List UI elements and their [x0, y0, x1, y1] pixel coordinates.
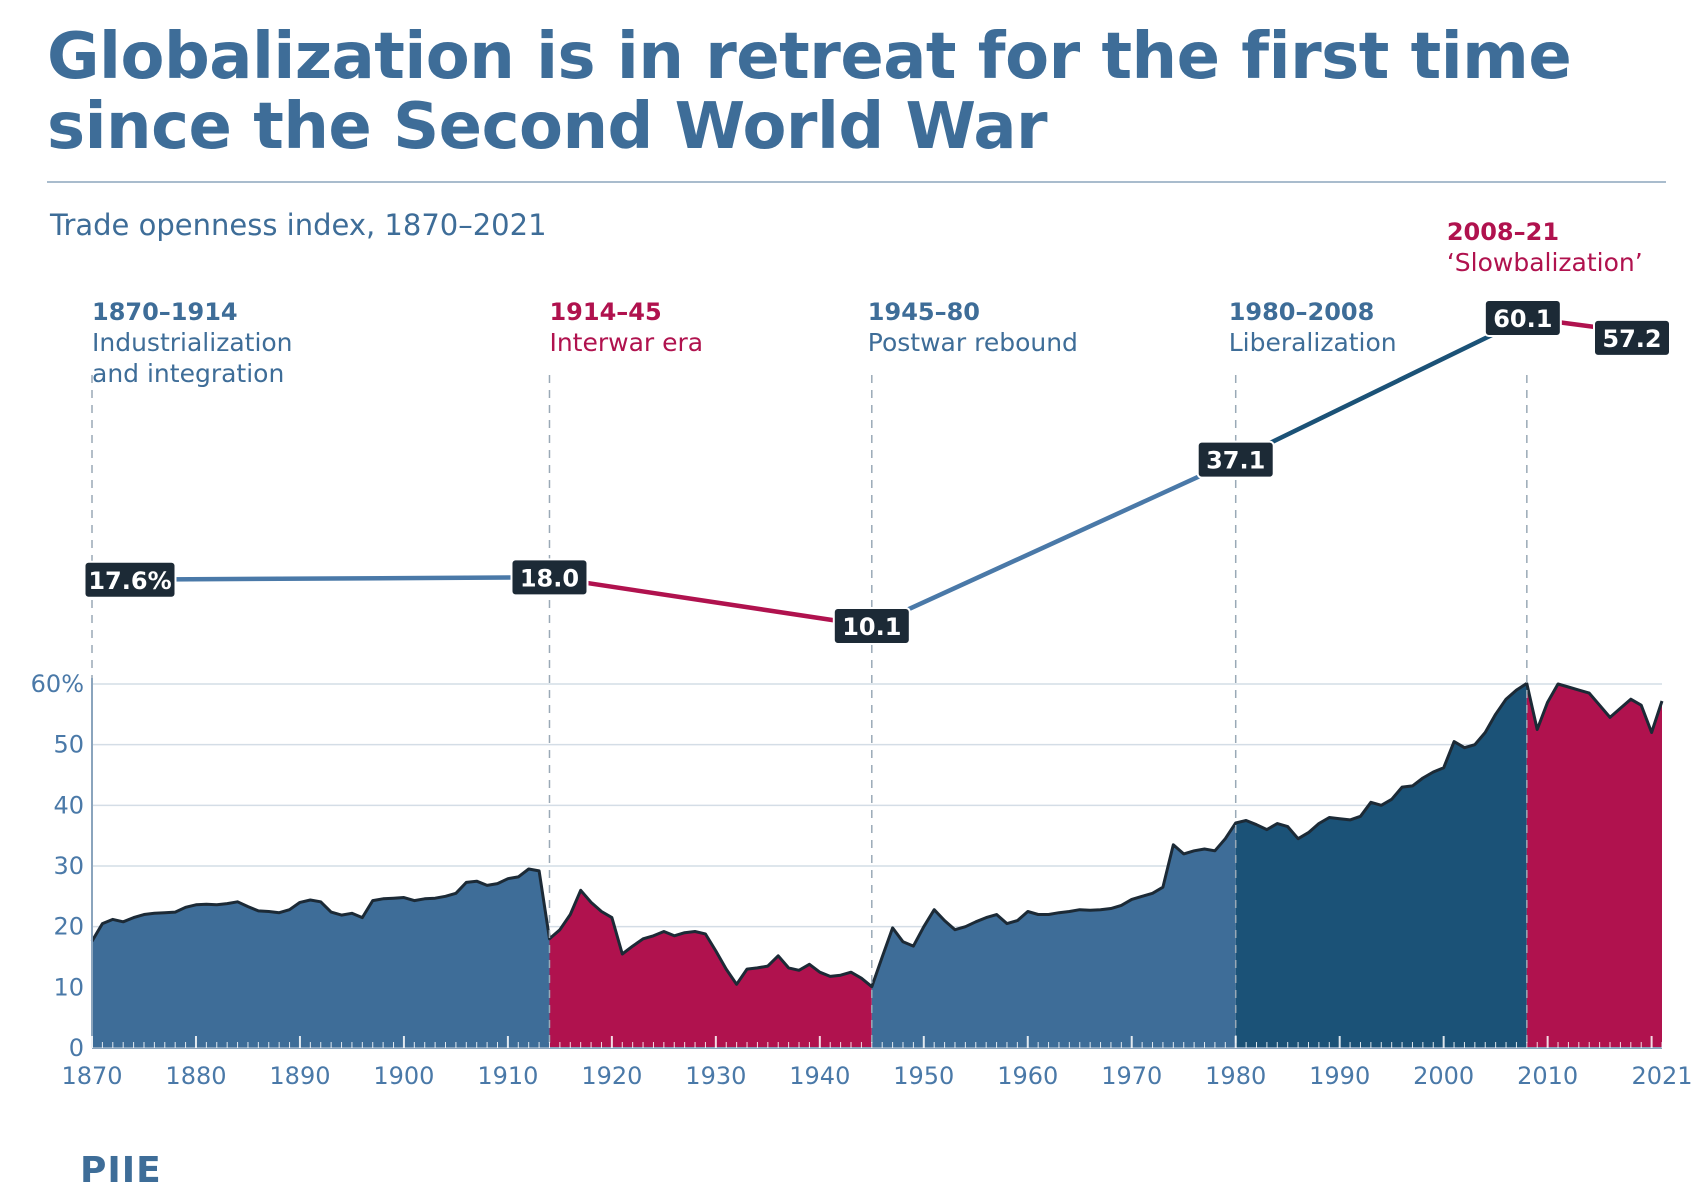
y-tick-label: 30 [53, 852, 84, 880]
area-region [1235, 683, 1527, 1048]
trade-openness-area [90, 681, 1664, 1048]
value-callout-label: 18.0 [520, 564, 579, 592]
chart-subtitle: Trade openness index, 1870–2021 [50, 208, 547, 242]
era-name-label: Postwar rebound [868, 328, 1078, 357]
x-tick-label: 2021 [1631, 1062, 1692, 1090]
value-callout-label: 57.2 [1602, 325, 1661, 353]
y-tick-label: 0 [69, 1034, 84, 1062]
value-callout: 17.6% [83, 560, 177, 599]
value-callout-box [510, 558, 589, 597]
value-callout-label: 17.6% [88, 567, 171, 595]
value-callout-box [1483, 299, 1562, 337]
era-range-label: 1914–45 [549, 298, 661, 326]
y-tick-label: 50 [53, 731, 84, 759]
axes: 0 10 20 30 40 50 60% 1870 1880 1890 1900 1910 1920 19… [31, 670, 1693, 1090]
value-callout-box [832, 607, 911, 645]
x-tick-label: 1880 [165, 1062, 226, 1090]
x-tick-label: 1980 [1205, 1062, 1266, 1090]
summary-line-segment [1233, 315, 1530, 462]
x-tick-label: 1960 [997, 1062, 1058, 1090]
area-region [549, 890, 872, 1048]
source-logo: PIIE [80, 1150, 162, 1191]
value-callout: 18.0 [510, 558, 589, 597]
y-tick-label: 10 [53, 973, 84, 1001]
y-tick-label: 20 [53, 913, 84, 941]
era-range-label: 1980–2008 [1229, 298, 1375, 326]
era-name-label: and integration [92, 359, 284, 388]
value-callout-box [1593, 318, 1671, 357]
x-tick-label: 1890 [269, 1062, 330, 1090]
x-tick-label: 1950 [893, 1062, 954, 1090]
era-summary-line [89, 315, 1665, 629]
value-callout: 57.2 [1593, 318, 1671, 357]
value-callout-label: 60.1 [1493, 305, 1552, 333]
x-tick-label: 1990 [1309, 1062, 1370, 1090]
x-tick-label: 1910 [477, 1062, 538, 1090]
area-outline [90, 681, 1664, 989]
era-name-label: ‘Slowbalization’ [1447, 248, 1643, 277]
title-divider [47, 181, 1666, 183]
area-region [92, 869, 550, 1048]
value-callout: 10.1 [832, 607, 911, 645]
era-name-label: Interwar era [549, 328, 703, 357]
era-range-label: 1870–1914 [92, 298, 238, 326]
area-region [871, 822, 1236, 1048]
x-tick-label: 1940 [789, 1062, 850, 1090]
x-tick-label: 1930 [685, 1062, 746, 1090]
y-tick-label: 60% [31, 670, 84, 698]
era-range-label: 1945–80 [868, 298, 980, 326]
x-tick-label: 1970 [1101, 1062, 1162, 1090]
era-name-label: Liberalization [1229, 328, 1397, 357]
value-callout: 37.1 [1196, 440, 1275, 479]
summary-line-segment [547, 575, 875, 629]
x-tick-label: 1870 [61, 1062, 122, 1090]
x-tick-label: 2010 [1517, 1062, 1578, 1090]
era-divider-lines [91, 375, 1528, 1048]
value-callout: 60.1 [1483, 299, 1562, 337]
value-callout-label: 10.1 [842, 613, 901, 641]
x-tick-label: 2000 [1413, 1062, 1474, 1090]
value-callout-label: 37.1 [1206, 447, 1265, 475]
chart-title: Globalization is in retreat for the firs… [47, 20, 1572, 164]
y-tick-label: 40 [53, 791, 84, 819]
era-range-label: 2008–21 [1447, 218, 1559, 246]
era-name-label: Industrialization [92, 328, 293, 357]
value-callout-box [83, 560, 177, 599]
x-tick-label: 1920 [581, 1062, 642, 1090]
value-callouts: 17.6% 18.0 10.1 37.1 60.1 57.2 [83, 299, 1671, 645]
area-region [1526, 683, 1662, 1048]
summary-line-segment [869, 457, 1238, 629]
value-callout-box [1196, 440, 1275, 479]
x-tick-label: 1900 [373, 1062, 434, 1090]
